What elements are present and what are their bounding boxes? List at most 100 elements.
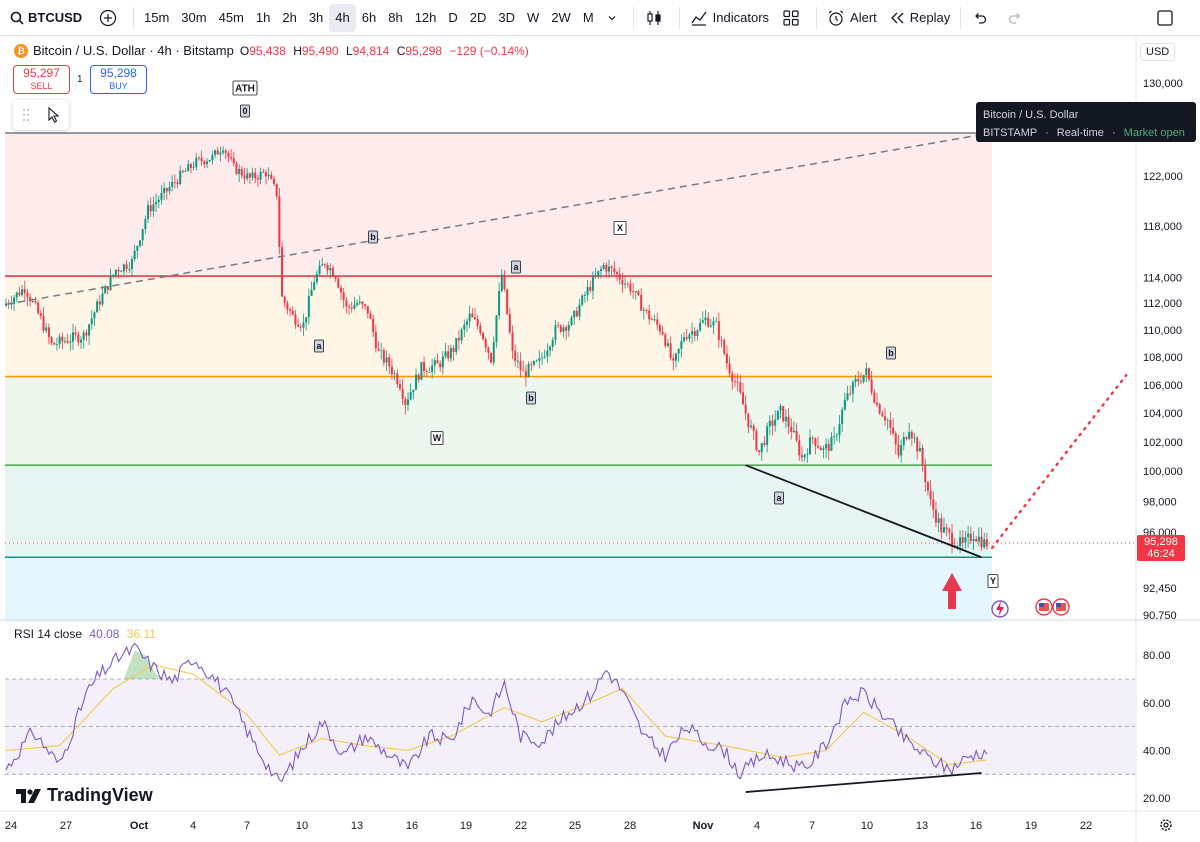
- candle-body: [878, 404, 881, 414]
- cursor-icon[interactable]: [47, 107, 61, 123]
- interval-15m[interactable]: 15m: [144, 10, 170, 25]
- wave-a-label-text: a: [316, 341, 322, 351]
- indicators-label: Indicators: [712, 10, 770, 25]
- candle-body: [782, 406, 785, 422]
- candle-body: [835, 435, 838, 437]
- candle-body: [114, 269, 117, 275]
- candle-body: [819, 447, 822, 451]
- symbol-search[interactable]: BTCUSD: [0, 0, 92, 35]
- candle-body: [900, 445, 903, 456]
- interval-1h[interactable]: 1h: [255, 10, 271, 25]
- layout-button[interactable]: [775, 4, 812, 32]
- redo-icon: [1009, 12, 1021, 24]
- replay-button[interactable]: Replay: [883, 4, 956, 32]
- interval-2d[interactable]: 2D: [469, 10, 487, 25]
- wave-a2-label-text: a: [513, 262, 519, 272]
- candle-body: [886, 420, 889, 421]
- candle-body: [610, 266, 613, 269]
- wave-b-label-text: b: [370, 232, 376, 242]
- fullscreen-button[interactable]: [1149, 4, 1186, 32]
- candle-body: [256, 178, 259, 180]
- candle-body: [398, 384, 401, 389]
- drag-handle-icon[interactable]: [22, 108, 30, 122]
- candle-body: [779, 406, 782, 411]
- candle-body: [742, 392, 744, 405]
- interval-6h[interactable]: 6h: [361, 10, 377, 25]
- interval-w[interactable]: W: [527, 10, 540, 25]
- candle-body: [892, 427, 895, 434]
- undo-button[interactable]: [965, 4, 1000, 32]
- candle-body: [31, 301, 34, 302]
- candle-body: [474, 317, 476, 320]
- gear-icon[interactable]: [1160, 819, 1172, 831]
- time-axis: 24 27 Oct 4 7 10 13 16 19 22 25 28 Nov 4 7 10 13 16 19 22: [0, 810, 1200, 832]
- candle-body: [648, 310, 651, 320]
- fib-zone-2: [5, 376, 992, 466]
- candle-body: [42, 315, 45, 331]
- interval-3d[interactable]: 3D: [498, 10, 516, 25]
- interval-3h[interactable]: 3h: [308, 10, 324, 25]
- interval-2h[interactable]: 2h: [282, 10, 297, 25]
- candle-body: [683, 337, 686, 341]
- candle-body: [843, 399, 846, 410]
- candle-body: [859, 381, 862, 383]
- sell-button[interactable]: 95,297 SELL: [13, 65, 70, 94]
- wave-a3-label-box: [774, 491, 784, 505]
- divider: [960, 6, 962, 29]
- indicators-button[interactable]: Indicators: [684, 4, 775, 32]
- candle-body: [597, 270, 600, 276]
- buy-label: BUY: [109, 81, 128, 91]
- change-value: −129 (−0.14%): [449, 43, 529, 58]
- candle-body: [299, 326, 302, 328]
- wave-y-label-box: [987, 574, 999, 588]
- divider: [678, 6, 680, 29]
- candle-body: [514, 350, 517, 361]
- compare-symbol-button[interactable]: [92, 4, 129, 32]
- interval-dropdown-button[interactable]: [600, 4, 629, 32]
- candle-body: [286, 302, 289, 310]
- candle-body: [452, 347, 455, 352]
- candle-body: [830, 436, 833, 451]
- chart-canvas[interactable]: ATH 0 b a Wa b Xb a Y 130,000 122,000 118,000 114,0…: [0, 37, 1200, 842]
- candle-body: [538, 358, 541, 361]
- candle-body: [254, 172, 257, 179]
- interval-2w[interactable]: 2W: [551, 10, 571, 25]
- candle-body: [943, 527, 945, 533]
- alert-button[interactable]: Alert: [821, 4, 883, 32]
- candle-body: [273, 178, 275, 184]
- chart-type-button[interactable]: [638, 4, 675, 32]
- redo-button[interactable]: [1000, 4, 1035, 32]
- candle-body: [817, 446, 820, 448]
- candle-body: [766, 426, 769, 446]
- candle-body: [195, 157, 198, 168]
- candle-body: [884, 416, 887, 421]
- interval-8h[interactable]: 8h: [388, 10, 403, 25]
- interval-d[interactable]: D: [448, 10, 458, 25]
- candle-body: [541, 357, 543, 359]
- candle-body: [163, 187, 166, 193]
- interval-4h[interactable]: 4h: [329, 3, 356, 32]
- time-tick-label: 19: [460, 820, 472, 832]
- price-tick-label: 104,000: [1143, 408, 1183, 420]
- interval-45m[interactable]: 45m: [218, 10, 244, 25]
- candle-body: [98, 301, 101, 305]
- wave-a-label: a: [314, 339, 324, 353]
- interval-12h[interactable]: 12h: [414, 10, 437, 25]
- candle-body: [393, 373, 396, 375]
- interval-30m[interactable]: 30m: [181, 10, 207, 25]
- candle-body: [755, 430, 758, 451]
- time-tick-label: 13: [916, 820, 928, 832]
- candle-body: [959, 537, 962, 547]
- currency-button[interactable]: USD: [1140, 43, 1176, 61]
- candle-body: [305, 317, 308, 323]
- buy-button[interactable]: 95,298 BUY: [90, 65, 147, 94]
- candle-body: [224, 150, 227, 153]
- interval-m[interactable]: M: [582, 10, 594, 25]
- candle-body: [366, 305, 369, 314]
- price-tick-label: 118,000: [1143, 221, 1182, 233]
- candle-body: [297, 324, 300, 327]
- candle-body: [160, 192, 163, 200]
- candle-body: [18, 292, 21, 296]
- candle-body: [412, 389, 415, 392]
- candle-body: [342, 292, 345, 301]
